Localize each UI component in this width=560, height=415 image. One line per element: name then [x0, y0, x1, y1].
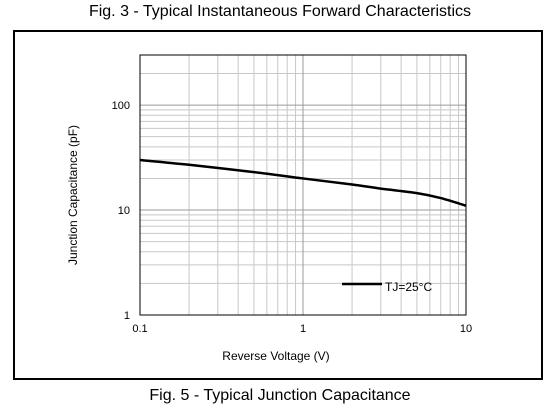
- chart-frame: [13, 30, 543, 380]
- y-tick-label: 100: [112, 100, 130, 112]
- figure-title: Fig. 3 - Typical Instantaneous Forward C…: [88, 3, 472, 20]
- y-axis-title: Junction Capacitance (pF): [66, 125, 80, 265]
- x-tick-label: 0.1: [132, 323, 147, 335]
- plot-area-border: [139, 54, 467, 316]
- x-tick-label: 1: [300, 323, 306, 335]
- legend: TJ=25°C: [342, 280, 432, 294]
- legend-label: TJ=25°C: [385, 280, 432, 294]
- x-tick-label: 10: [460, 323, 472, 335]
- capacitance-curve: [139, 158, 467, 207]
- figure-caption: Fig. 5 - Typical Junction Capacitance: [149, 387, 411, 404]
- y-tick-label: 1: [124, 310, 130, 322]
- series-layer: [139, 158, 467, 207]
- x-axis-title: Reverse Voltage (V): [222, 349, 329, 363]
- y-tick-label: 10: [118, 205, 130, 217]
